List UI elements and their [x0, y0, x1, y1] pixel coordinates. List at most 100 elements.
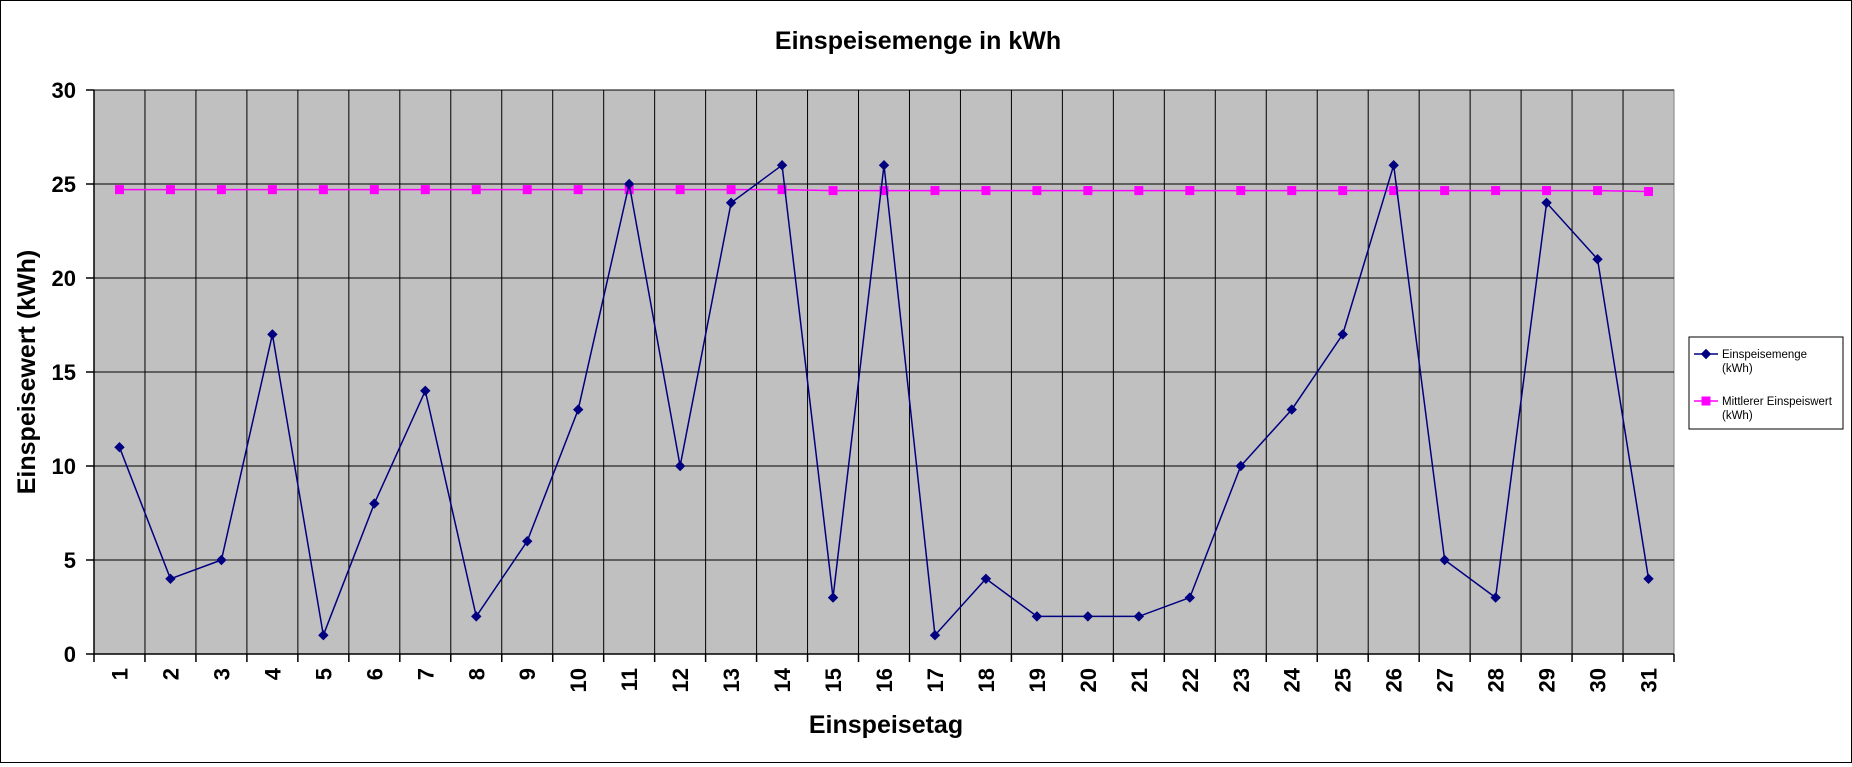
data-point: [216, 185, 226, 195]
x-tick-label: 21: [1127, 668, 1152, 692]
x-tick-label: 10: [566, 668, 591, 692]
data-point: [1184, 592, 1196, 603]
data-point: [1083, 186, 1093, 196]
x-tick-label: 2: [158, 668, 183, 680]
x-tick-label: 17: [923, 668, 948, 692]
data-point: [1644, 187, 1654, 197]
x-tick-label: 8: [464, 668, 489, 680]
x-tick-label: 20: [1076, 668, 1101, 692]
data-point: [522, 185, 532, 195]
x-tick-label: 12: [668, 668, 693, 692]
data-point: [267, 185, 277, 195]
data-point: [726, 185, 736, 195]
data-point: [1134, 186, 1144, 196]
data-point: [777, 185, 787, 195]
legend-label: (kWh): [1722, 410, 1753, 422]
data-point: [1286, 404, 1297, 415]
data-point: [1593, 186, 1603, 196]
x-tick-label: 23: [1229, 668, 1254, 692]
data-point: [981, 186, 991, 196]
x-tick-label: 14: [770, 667, 795, 692]
data-point: [420, 385, 431, 397]
legend-label: Einspeisemenge: [1722, 349, 1807, 361]
y-tick-label: 25: [52, 172, 76, 197]
y-tick-label: 20: [52, 266, 76, 291]
x-tick-label: 29: [1535, 668, 1560, 692]
data-point: [879, 186, 889, 196]
data-point: [1542, 186, 1552, 196]
x-tick-label: 28: [1484, 668, 1509, 692]
data-point: [522, 535, 533, 547]
x-tick-label: 3: [209, 668, 234, 680]
data-point: [674, 460, 686, 472]
x-tick-label: 31: [1637, 668, 1662, 692]
data-point: [725, 197, 737, 209]
data-point: [420, 185, 430, 195]
x-tick-label: 26: [1382, 668, 1407, 692]
series-1: [114, 159, 1654, 641]
data-point: [1082, 611, 1094, 622]
data-point: [675, 185, 685, 195]
legend: Einspeisemenge (kWh) Mittlerer Einspeiswer…: [1688, 336, 1844, 430]
x-tick-label: 7: [413, 668, 438, 680]
data-point: [369, 185, 379, 195]
series-group: [114, 159, 1654, 641]
y-tick-label: 15: [52, 360, 76, 385]
x-tick-label: 22: [1178, 668, 1203, 692]
x-tick-label: 25: [1331, 668, 1356, 692]
data-point: [1032, 186, 1042, 196]
y-tick-label: 10: [52, 454, 76, 479]
data-point: [1592, 253, 1603, 265]
data-point: [1287, 186, 1297, 196]
data-point: [1185, 186, 1195, 196]
data-point: [1541, 197, 1552, 209]
x-axis-title: Einspeisetag: [809, 711, 963, 739]
x-tick-label: 30: [1586, 668, 1611, 692]
data-point: [1133, 611, 1145, 622]
data-point: [623, 178, 635, 190]
data-point: [471, 185, 481, 195]
data-point: [318, 629, 329, 641]
x-tick-label: 18: [974, 668, 999, 692]
data-point: [114, 185, 124, 195]
data-point: [471, 611, 482, 622]
legend-marker: [1700, 348, 1712, 360]
data-point: [1337, 329, 1348, 340]
chart-title: Einspeisemenge in kWh: [775, 27, 1061, 55]
data-point: [1439, 554, 1450, 566]
data-point: [1235, 460, 1246, 472]
x-tick-label: 11: [617, 668, 642, 691]
series-2: [114, 185, 1654, 197]
data-point: [878, 159, 890, 171]
data-point: [1236, 186, 1246, 196]
data-point: [318, 185, 328, 195]
x-tick-label: 24: [1280, 667, 1305, 692]
data-point: [1388, 159, 1399, 171]
data-point: [216, 554, 227, 566]
x-tick-label: 1: [107, 668, 132, 680]
data-point: [1031, 611, 1043, 622]
gridlines: [94, 89, 1674, 654]
data-point: [930, 186, 940, 196]
data-point: [1440, 186, 1450, 196]
legend-label: (kWh): [1722, 363, 1753, 375]
data-point: [165, 185, 175, 195]
data-point: [776, 159, 788, 171]
data-point: [980, 573, 992, 585]
data-point: [369, 498, 380, 509]
data-point: [827, 592, 839, 603]
data-point: [828, 186, 838, 196]
x-tick-label: 4: [260, 667, 285, 680]
legend-marker: [1701, 396, 1711, 406]
data-point: [1338, 186, 1348, 196]
x-tick-label: 16: [872, 668, 897, 692]
data-point: [572, 404, 584, 415]
x-tick-label: 6: [362, 668, 387, 680]
data-point: [1490, 592, 1501, 603]
x-tick-label: 5: [311, 668, 336, 680]
data-point: [165, 573, 176, 585]
data-point: [267, 329, 278, 340]
